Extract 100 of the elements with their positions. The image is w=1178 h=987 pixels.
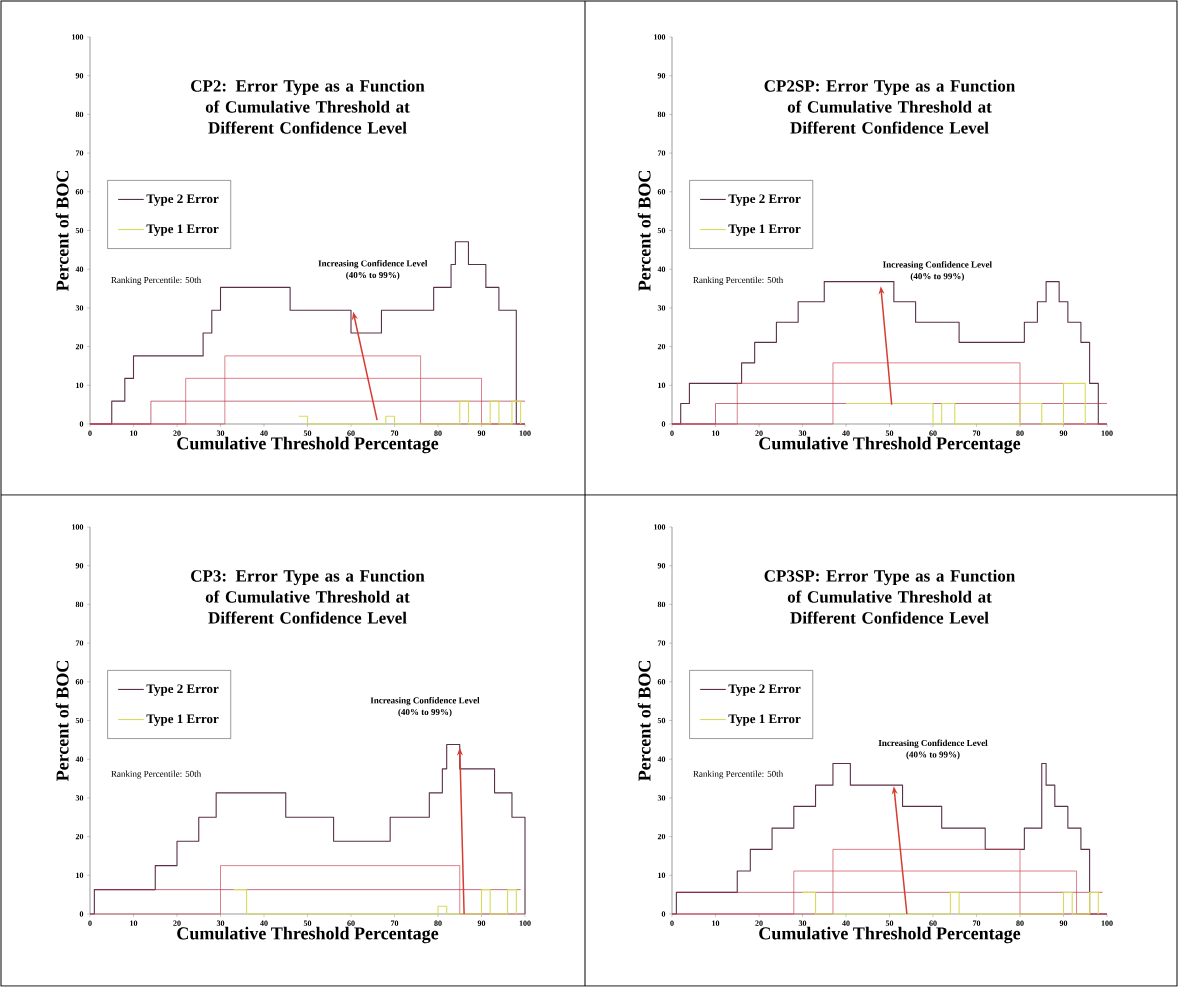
x-tick-label: 20	[173, 920, 181, 926]
y-tick-label: 40	[657, 756, 666, 762]
legend-label: Type 2 Error	[146, 684, 219, 696]
y-tick-label: 60	[75, 189, 84, 195]
y-tick-label: 30	[657, 795, 666, 801]
y-axis-title: Percent of BOC	[55, 171, 69, 291]
x-tick-label: 30	[216, 920, 225, 926]
y-tick-label: 0	[661, 911, 666, 917]
annotation: Increasing Confidence Level	[878, 739, 988, 748]
x-tick-label: 60	[347, 430, 355, 436]
y-tick-label: 0	[661, 421, 666, 427]
x-tick-label: 100	[1101, 920, 1113, 926]
annotation: Ranking Percentile: 50th	[693, 770, 784, 779]
y-tick-label: 10	[76, 872, 84, 878]
x-tick-label: 50	[303, 430, 312, 436]
y-tick-label: 90	[75, 73, 84, 79]
y-tick-label: 40	[657, 266, 666, 272]
y-tick-label: 80	[657, 601, 666, 608]
y-tick-label: 90	[75, 563, 84, 569]
y-tick-label: 100	[72, 524, 84, 530]
x-tick-label: 100	[519, 430, 531, 436]
x-tick-label: 50	[885, 430, 894, 436]
y-tick-label: 0	[79, 421, 84, 427]
x-tick-label: 80	[1016, 430, 1024, 436]
annotation: (40% to 99%)	[346, 271, 400, 280]
x-tick-label: 20	[755, 920, 763, 926]
annotation: Ranking Percentile: 50th	[111, 770, 202, 779]
x-tick-label: 50	[303, 920, 312, 926]
annotation: (40% to 99%)	[906, 751, 960, 760]
x-tick-label: 0	[670, 920, 674, 926]
x-tick-label: 10	[712, 920, 720, 926]
x-tick-label: 80	[434, 920, 442, 926]
y-tick-label: 10	[658, 382, 666, 388]
x-tick-label: 60	[347, 920, 355, 926]
x-tick-label: 90	[1059, 430, 1068, 436]
y-tick-label: 40	[75, 756, 84, 762]
text: CP3: Error Type as a Function of Cumulative Threshold at Different Confidence Level	[191, 569, 425, 624]
x-tick-label: 40	[842, 430, 850, 436]
y-tick-label: 60	[657, 679, 666, 685]
annotation: Increasing Confidence Level	[318, 260, 428, 269]
legend-label: Type 2 Error	[146, 194, 219, 206]
y-tick-label: 50	[75, 717, 84, 724]
y-axis-title: Percent of BOC	[637, 171, 651, 291]
x-tick-label: 70	[390, 920, 399, 926]
y-tick-label: 10	[76, 382, 84, 388]
y-tick-label: 100	[654, 34, 666, 40]
x-tick-label: 80	[1016, 920, 1024, 926]
x-tick-label: 90	[1059, 920, 1068, 926]
y-tick-label: 80	[75, 601, 84, 608]
annotation: Ranking Percentile: 50th	[693, 276, 784, 285]
annotation: (40% to 99%)	[910, 272, 964, 282]
annotation: Increasing Confidence Level	[882, 261, 992, 270]
y-tick-label: 90	[657, 563, 666, 569]
x-tick-label: 70	[390, 430, 399, 436]
x-tick-label: 90	[477, 430, 486, 436]
y-tick-label: 20	[75, 343, 84, 350]
y-tick-label: 30	[75, 305, 84, 311]
y-tick-label: 20	[75, 833, 84, 840]
y-tick-label: 20	[657, 833, 666, 840]
x-tick-label: 40	[260, 920, 268, 926]
y-axis-title: Percent of BOC	[637, 661, 651, 781]
x-tick-label: 70	[972, 920, 981, 926]
x-tick-label: 0	[88, 920, 92, 926]
text: CP2: Error Type as a Function of Cumulative Threshold at Different Confidence Level	[191, 79, 425, 134]
x-tick-label: 20	[173, 430, 181, 436]
y-tick-label: 50	[75, 227, 84, 234]
annotation: (40% to 99%)	[398, 708, 452, 717]
legend-label: Type 1 Error	[146, 224, 219, 236]
legend-label: Type 1 Error	[728, 714, 801, 726]
y-tick-label: 70	[75, 150, 84, 156]
y-tick-label: 100	[72, 34, 84, 40]
x-tick-label: 20	[755, 430, 763, 436]
x-tick-label: 100	[1101, 430, 1113, 436]
x-tick-label: 90	[477, 920, 486, 926]
x-axis-title: Cumulative Threshold Percentage	[759, 436, 1021, 454]
y-tick-label: 30	[657, 305, 666, 311]
x-tick-label: 80	[434, 430, 442, 436]
y-tick-label: 70	[657, 640, 666, 646]
x-tick-label: 60	[929, 920, 937, 926]
x-tick-label: 10	[130, 430, 138, 436]
x-tick-label: 100	[519, 920, 531, 926]
y-tick-label: 50	[657, 717, 666, 724]
y-tick-label: 70	[75, 640, 84, 646]
y-tick-label: 30	[75, 795, 84, 801]
y-tick-label: 50	[657, 227, 666, 234]
x-tick-label: 70	[972, 430, 981, 436]
x-tick-label: 40	[842, 920, 850, 926]
y-tick-label: 80	[75, 111, 84, 118]
annotation: Ranking Percentile: 50th	[111, 276, 202, 285]
y-axis-title: Percent of BOC	[55, 661, 69, 781]
y-tick-label: 60	[657, 189, 666, 195]
x-tick-label: 30	[798, 430, 807, 436]
x-tick-label: 10	[712, 430, 720, 436]
legend-label: Type 1 Error	[146, 714, 219, 726]
y-tick-label: 70	[657, 150, 666, 156]
text: CP2SP: Error Type as a Function of Cumulative Threshold at Different Confidence Level	[764, 79, 1016, 134]
y-tick-label: 80	[657, 111, 666, 118]
y-tick-label: 60	[75, 679, 84, 685]
x-axis-title: Cumulative Threshold Percentage	[177, 436, 439, 454]
y-tick-label: 10	[658, 872, 666, 878]
